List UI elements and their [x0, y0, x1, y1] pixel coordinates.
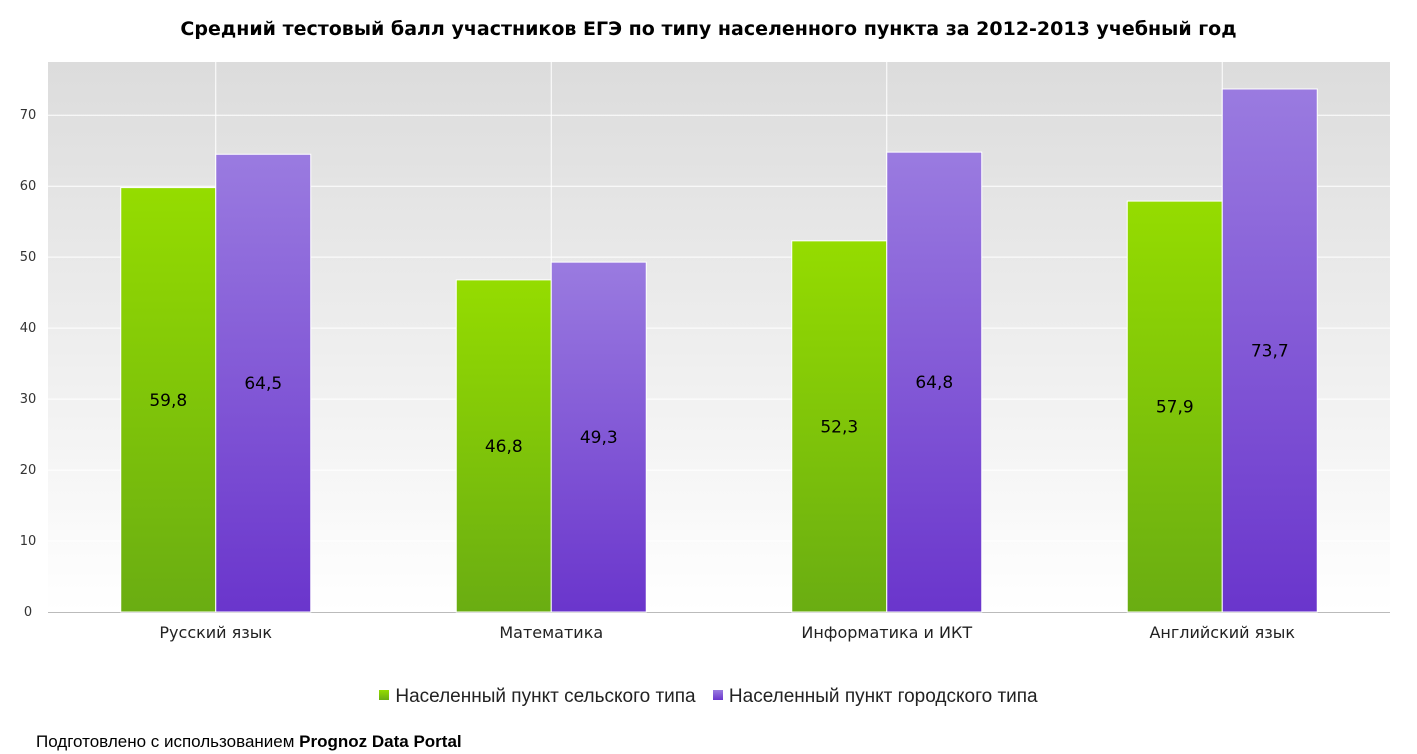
- bar-value-label: 64,5: [244, 374, 282, 394]
- bar-value-label: 64,8: [915, 373, 953, 393]
- y-tick-label: 0: [24, 605, 32, 620]
- bars: 59,8 64,5 46,8 49,3 52,3 64,8 57,9 73,7: [120, 88, 1318, 613]
- bar-urban[interactable]: [550, 261, 647, 613]
- bar-rural[interactable]: [791, 240, 888, 613]
- bar-chart: 0 10 20 30 40 50 60 70 59,8 64,5 46,8 49,3 52,3 64,8…: [20, 62, 1390, 642]
- footer-brand: Prognoz Data Portal: [299, 732, 462, 751]
- y-tick-label: 30: [20, 392, 37, 407]
- x-tick-label: Английский язык: [1149, 623, 1295, 642]
- bar-rural[interactable]: [120, 187, 217, 613]
- footer: Подготовлено с использованием Prognoz Da…: [36, 732, 462, 752]
- bar-value-label: 73,7: [1251, 341, 1289, 361]
- y-tick-label: 20: [20, 463, 37, 478]
- x-tick-label: Математика: [499, 623, 603, 642]
- legend-label-rural: Населенный пункт сельского типа: [395, 686, 696, 707]
- footer-prefix: Подготовлено с использованием: [36, 732, 300, 751]
- bar-value-label: 49,3: [580, 428, 618, 448]
- bar-rural[interactable]: [1126, 200, 1223, 613]
- y-axis: 0 10 20 30 40 50 60 70: [20, 108, 37, 620]
- bar-urban[interactable]: [1221, 88, 1318, 613]
- y-tick-label: 50: [20, 250, 37, 265]
- legend-item-rural[interactable]: Населенный пункт сельского типа: [379, 686, 696, 708]
- legend-swatch-rural: [379, 690, 390, 700]
- x-tick-label: Русский язык: [159, 623, 272, 642]
- bar-value-label: 59,8: [149, 391, 187, 411]
- bar-urban[interactable]: [886, 151, 983, 613]
- x-axis: Русский язык Математика Информатика и ИКТ А…: [159, 623, 1295, 642]
- legend-item-urban[interactable]: Населенный пункт городского типа: [712, 686, 1038, 708]
- bar-value-label: 52,3: [820, 417, 858, 437]
- bar-value-label: 57,9: [1156, 398, 1194, 418]
- y-tick-label: 60: [20, 179, 37, 194]
- bar-rural[interactable]: [455, 279, 552, 613]
- y-tick-label: 40: [20, 321, 37, 336]
- x-tick-label: Информатика и ИКТ: [801, 623, 972, 642]
- y-tick-label: 70: [20, 108, 37, 123]
- legend-label-urban: Населенный пункт городского типа: [728, 686, 1038, 707]
- legend-swatch-urban: [712, 690, 723, 700]
- bar-value-label: 46,8: [485, 437, 523, 457]
- y-tick-label: 10: [20, 534, 37, 549]
- chart-title: Средний тестовый балл участников ЕГЭ по …: [180, 18, 1237, 40]
- legend: Населенный пункт сельского типа Населенн…: [0, 686, 1417, 708]
- bar-urban[interactable]: [215, 153, 312, 613]
